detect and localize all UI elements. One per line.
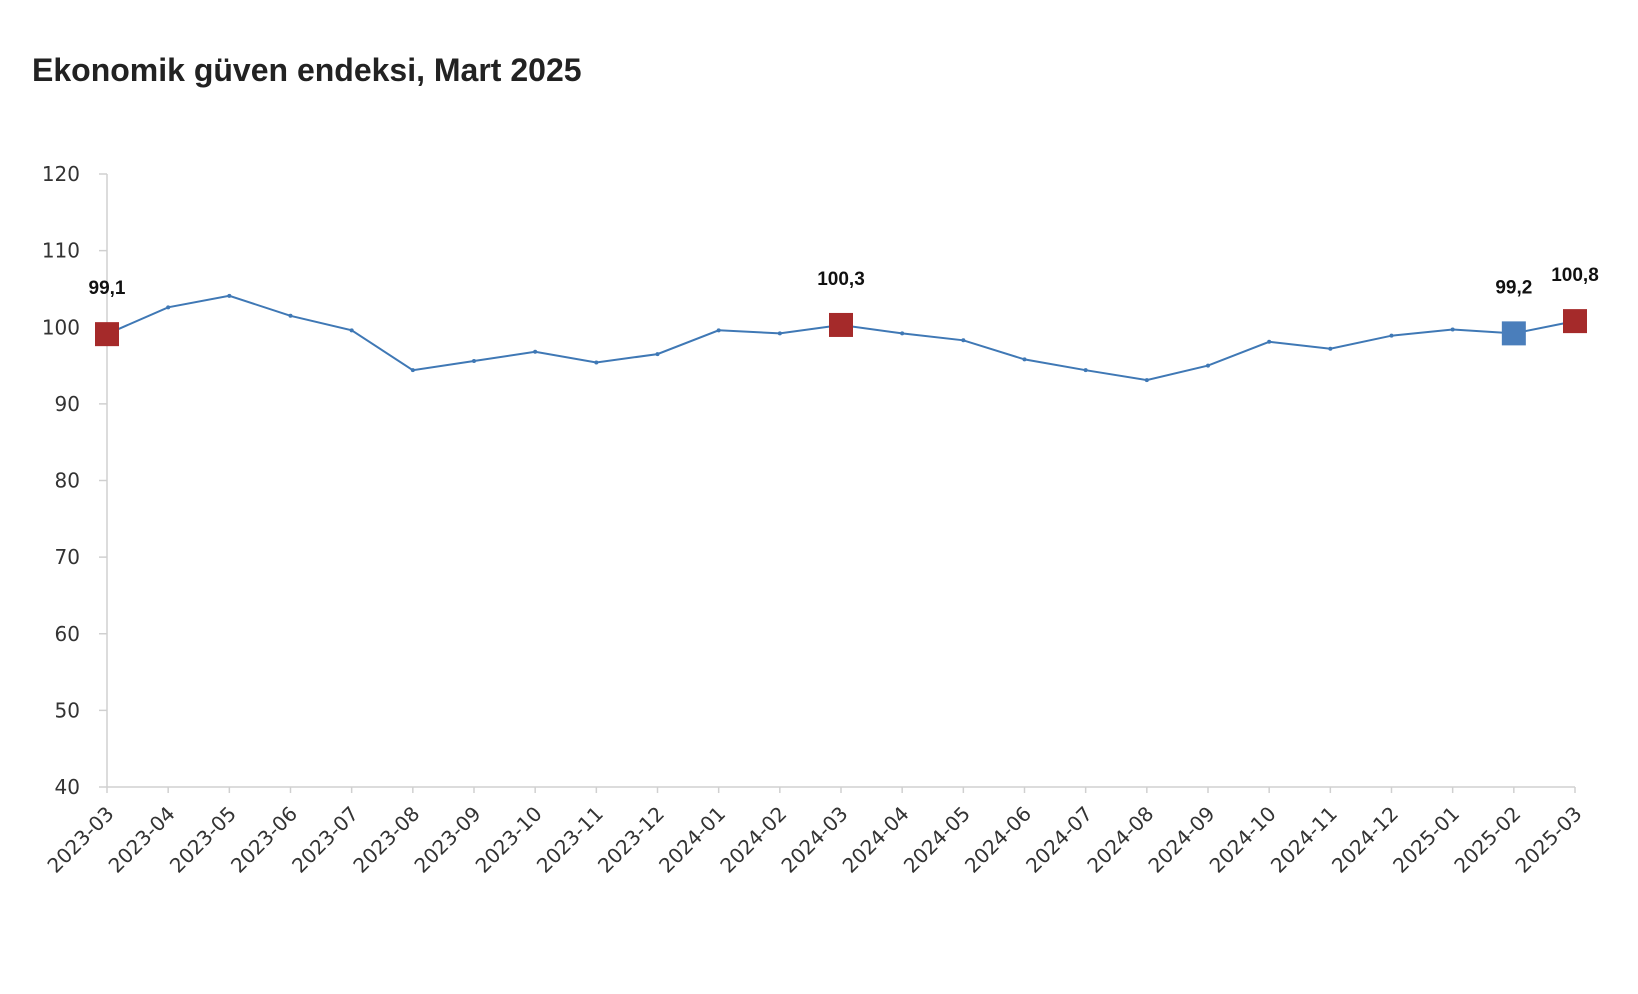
data-point [472, 358, 476, 363]
x-tick-label: 2023-12 [593, 802, 669, 878]
data-label: 99,2 [1495, 277, 1532, 298]
highlight-marker [1563, 309, 1587, 334]
data-point [655, 352, 660, 357]
y-tick-label: 90 [55, 392, 80, 416]
data-point [410, 368, 415, 373]
data-point [900, 331, 905, 336]
y-tick-label: 40 [55, 775, 80, 799]
x-tick-label: 2024-02 [715, 802, 791, 878]
y-axis-ticks: 120 110 100 90 80 70 60 50 40 [42, 162, 107, 799]
y-tick-label: 60 [55, 622, 80, 646]
highlight-marker [829, 312, 853, 337]
x-tick-label: 2023-05 [165, 802, 241, 878]
data-point [349, 328, 354, 333]
y-tick-label: 50 [55, 698, 80, 722]
data-point [1022, 357, 1027, 362]
data-labels: 99,1 100,3 99,2 100,8 [89, 265, 1599, 299]
x-tick-label: 2023-10 [471, 802, 547, 878]
y-tick-label: 80 [55, 469, 80, 493]
x-tick-label: 2024-07 [1021, 802, 1097, 878]
data-point [533, 349, 538, 354]
series-group [105, 293, 1577, 383]
data-point [166, 305, 171, 310]
data-label: 100,3 [817, 269, 865, 290]
data-label: 99,1 [89, 278, 126, 299]
x-tick-label: 2023-07 [287, 802, 363, 878]
x-axis-ticks: 2023-032023-042023-052023-062023-072023-… [42, 787, 1587, 878]
x-tick-label: 2024-08 [1082, 802, 1158, 878]
y-tick-label: 100 [42, 315, 80, 339]
x-tick-label: 2025-02 [1449, 802, 1525, 878]
x-tick-label: 2024-09 [1143, 802, 1219, 878]
x-tick-label: 2023-03 [42, 802, 118, 878]
data-point [1083, 368, 1088, 373]
data-point [961, 338, 966, 343]
data-point [1389, 333, 1394, 338]
x-tick-label: 2024-01 [654, 802, 730, 878]
y-tick-label: 110 [42, 239, 80, 263]
x-tick-label: 2024-04 [838, 802, 914, 878]
data-point [288, 313, 293, 318]
data-point [1206, 363, 1210, 368]
x-tick-label: 2023-08 [348, 802, 424, 878]
y-tick-label: 120 [42, 162, 80, 186]
series-line [106, 294, 1576, 382]
x-tick-label: 2025-03 [1510, 802, 1586, 878]
data-point [716, 328, 721, 333]
x-tick-label: 2023-06 [226, 802, 302, 878]
highlight-markers [95, 309, 1587, 347]
data-point [1267, 339, 1272, 344]
data-point [777, 331, 782, 336]
data-label: 100,8 [1551, 265, 1599, 286]
x-tick-label: 2024-05 [899, 802, 975, 878]
x-tick-label: 2024-10 [1205, 802, 1281, 878]
data-point [1450, 327, 1455, 332]
x-tick-label: 2023-11 [532, 802, 608, 878]
data-point [1328, 346, 1333, 351]
x-tick-label: 2024-11 [1266, 802, 1342, 878]
data-point [1144, 378, 1149, 383]
y-tick-label: 70 [55, 545, 80, 569]
x-tick-label: 2023-04 [104, 802, 180, 878]
x-tick-label: 2024-03 [776, 802, 852, 878]
x-tick-label: 2023-09 [409, 802, 485, 878]
x-tick-label: 2024-06 [960, 802, 1036, 878]
data-point [594, 360, 599, 365]
highlight-marker [1501, 321, 1526, 346]
x-tick-label: 2024-12 [1327, 802, 1403, 878]
data-point [227, 293, 232, 298]
chart-axes [106, 174, 1575, 788]
chart-title: Ekonomik güven endeksi, Mart 2025 [32, 52, 582, 88]
x-tick-label: 2025-01 [1388, 802, 1464, 878]
highlight-marker [95, 322, 119, 347]
